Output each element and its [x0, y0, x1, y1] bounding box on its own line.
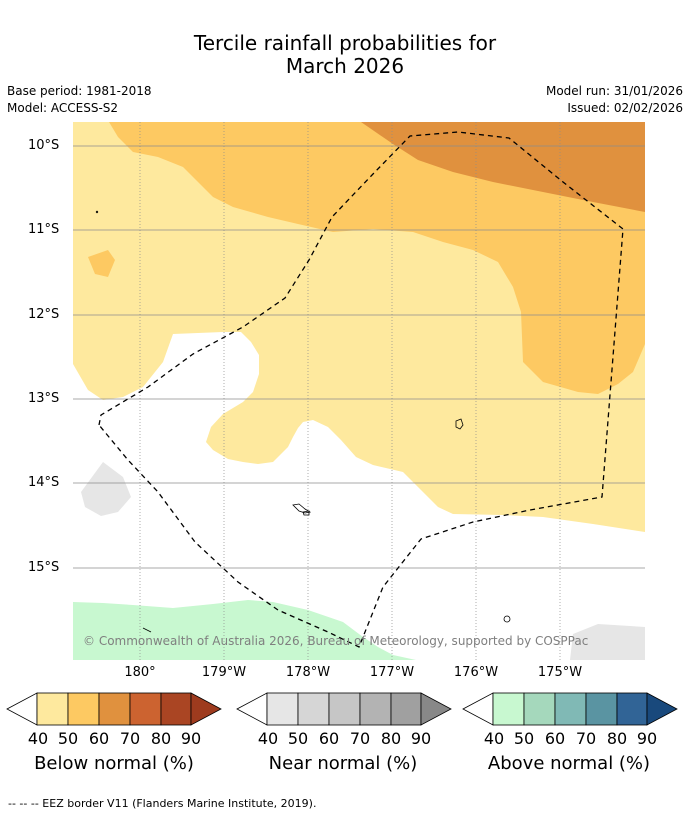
rainfall-map: [73, 122, 645, 660]
above-swatch-60: [554, 692, 587, 726]
lat-label-10s: 10°S: [28, 138, 60, 153]
below-normal-60-region: [361, 122, 645, 212]
map-title-line2: March 2026: [285, 54, 405, 78]
above-swatch-40: [492, 692, 525, 726]
near-normal-40-corner: [570, 624, 645, 660]
near-tick-90: 90: [410, 729, 432, 748]
below-tick-70: 70: [119, 729, 141, 748]
near-tick-70: 70: [349, 729, 371, 748]
copyright-notice: © Commonwealth of Australia 2026, Bureau…: [83, 634, 589, 648]
lon-label-179w: 179°W: [201, 665, 247, 680]
near-swatch-80: [390, 692, 422, 726]
below-tick-60: 60: [88, 729, 110, 748]
above-normal-label: Above normal (%): [487, 753, 651, 774]
below-swatch-50: [67, 692, 100, 726]
near-tick-40: 40: [257, 729, 279, 748]
lon-label-176w: 176°W: [453, 665, 499, 680]
lon-label-177w: 177°W: [369, 665, 415, 680]
above-tick-80: 80: [606, 729, 628, 748]
model-run: Model run: 31/01/2026: [545, 84, 683, 98]
near-normal-label: Near normal (%): [268, 753, 418, 774]
above-tick-90: 90: [636, 729, 658, 748]
above-under-triangle: [462, 692, 494, 726]
below-over-triangle: [190, 692, 222, 726]
above-swatch-80: [616, 692, 648, 726]
below-normal-50-spot: [88, 250, 115, 277]
below-swatch-60: [98, 692, 131, 726]
above-tick-50: 50: [513, 729, 535, 748]
lon-label-175w: 175°W: [537, 665, 583, 680]
map-title-line1: Tercile rainfall probabilities for: [193, 31, 497, 55]
near-tick-80: 80: [380, 729, 402, 748]
near-swatch-60: [328, 692, 361, 726]
below-tick-90: 90: [180, 729, 202, 748]
below-swatch-40: [36, 692, 69, 726]
near-swatch-70: [359, 692, 392, 726]
lat-label-13s: 13°S: [28, 391, 60, 406]
near-tick-50: 50: [287, 729, 309, 748]
below-swatch-80: [160, 692, 192, 726]
near-normal-colorbar: [236, 692, 452, 726]
below-normal-colorbar: [6, 692, 222, 726]
issued-date: Issued: 02/02/2026: [567, 101, 683, 115]
below-tick-40: 40: [27, 729, 49, 748]
above-swatch-70: [585, 692, 618, 726]
above-tick-60: 60: [544, 729, 566, 748]
near-swatch-40: [266, 692, 299, 726]
model-name: Model: ACCESS-S2: [7, 101, 119, 115]
base-period: Base period: 1981-2018: [7, 84, 152, 98]
below-normal-50-region: [109, 122, 645, 394]
island-outlines: [95, 210, 511, 633]
above-tick-40: 40: [483, 729, 505, 748]
below-normal-label: Below normal (%): [34, 753, 194, 774]
above-normal-40-region: [73, 600, 416, 660]
lat-label-12s: 12°S: [28, 307, 60, 322]
below-tick-50: 50: [57, 729, 79, 748]
above-swatch-50: [523, 692, 556, 726]
lat-label-15s: 15°S: [28, 560, 60, 575]
map-gridlines: [73, 122, 645, 660]
below-swatch-70: [129, 692, 162, 726]
lat-label-11s: 11°S: [28, 222, 60, 237]
lon-label-180: 180°: [124, 665, 156, 680]
near-over-triangle: [420, 692, 452, 726]
near-under-triangle: [236, 692, 268, 726]
eez-footnote: -- -- -- EEZ border V11 (Flanders Marine…: [8, 797, 317, 810]
near-swatch-50: [297, 692, 330, 726]
above-over-triangle: [646, 692, 678, 726]
below-tick-80: 80: [150, 729, 172, 748]
near-normal-40-region: [81, 462, 131, 516]
near-tick-60: 60: [318, 729, 340, 748]
lon-label-178w: 178°W: [285, 665, 331, 680]
above-normal-colorbar: [462, 692, 678, 726]
below-under-triangle: [6, 692, 38, 726]
lat-label-14s: 14°S: [28, 475, 60, 490]
above-tick-70: 70: [575, 729, 597, 748]
